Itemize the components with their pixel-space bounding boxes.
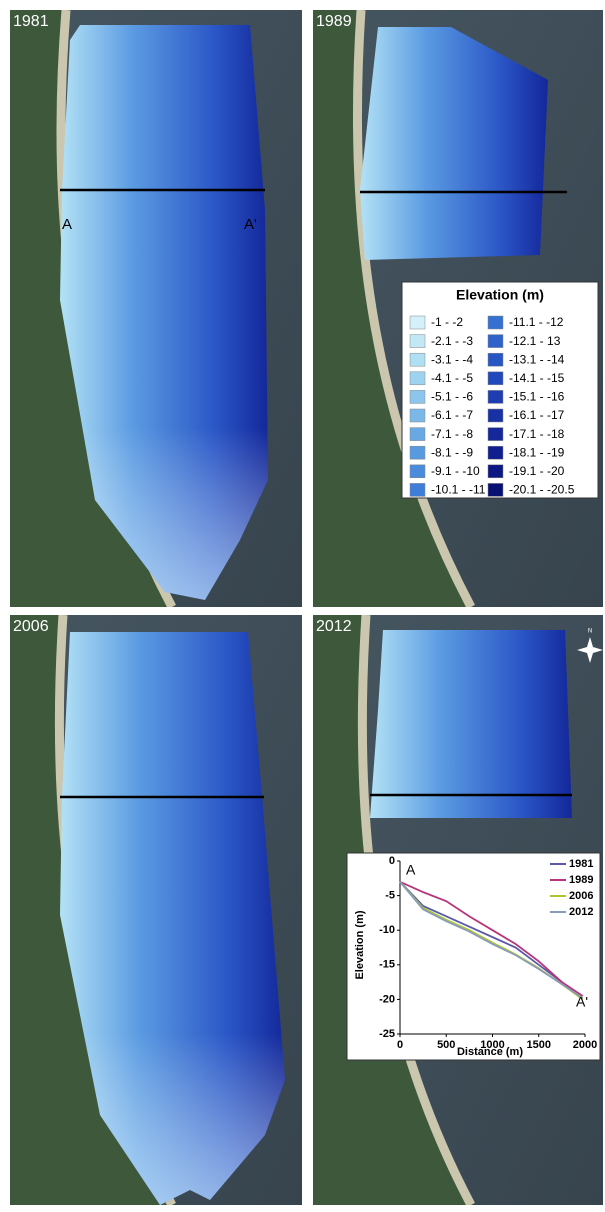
legend-label: 1989	[569, 874, 593, 886]
legend-swatch	[488, 335, 503, 348]
y-tick-label: 0	[389, 855, 395, 867]
legend-label: -13.1 - -14	[509, 352, 565, 366]
legend-swatch	[488, 409, 503, 422]
legend-swatch	[410, 353, 425, 366]
profile-label: A'	[244, 216, 257, 233]
legend-swatch	[410, 446, 425, 459]
legend-label: -20.1 - -20.5	[509, 483, 575, 497]
legend-label: -14.1 - -15	[509, 371, 565, 385]
legend-label: -6.1 - -7	[431, 408, 473, 422]
legend-label: -8.1 - -9	[431, 445, 473, 459]
y-axis-label: Elevation (m)	[354, 910, 366, 979]
legend-label: -11.1 - -12	[509, 315, 564, 329]
y-tick-label: -20	[379, 993, 395, 1005]
legend-swatch	[488, 316, 503, 329]
profile-label: A	[62, 216, 72, 233]
legend-label: -19.1 - -20	[509, 464, 565, 478]
legend-label: -12.1 - 13	[509, 334, 561, 348]
y-tick-label: -15	[379, 959, 395, 971]
legend-label: 2006	[569, 890, 593, 902]
y-tick-label: -25	[379, 1028, 395, 1040]
legend-label: -5.1 - -6	[431, 390, 473, 404]
legend-label: 1981	[569, 858, 593, 870]
year-label: 2006	[13, 618, 49, 635]
y-tick-label: -10	[379, 924, 395, 936]
legend-label: -9.1 - -10	[431, 464, 480, 478]
year-label: 2012	[316, 618, 352, 635]
legend-label: -10.1 - -11	[431, 483, 486, 497]
legend-label: -4.1 - -5	[431, 371, 473, 385]
legend-swatch	[410, 483, 425, 496]
legend-swatch	[488, 390, 503, 403]
year-label: 1989	[316, 13, 352, 30]
legend-swatch	[410, 316, 425, 329]
x-tick-label: 2000	[573, 1039, 597, 1051]
x-tick-label: 1500	[527, 1039, 551, 1051]
x-tick-label: 1000	[480, 1039, 504, 1051]
legend-label: -15.1 - -16	[509, 390, 565, 404]
legend-swatch	[410, 428, 425, 441]
x-tick-label: 0	[397, 1039, 403, 1051]
legend-swatch	[488, 372, 503, 385]
legend-label: -2.1 - -3	[431, 334, 473, 348]
legend-swatch	[410, 390, 425, 403]
legend-label: -18.1 - -19	[509, 445, 565, 459]
legend-swatch	[488, 483, 503, 496]
figure: 1981 A A' 1989 2006 2012 N Elevation (m)…	[0, 0, 605, 1207]
legend-swatch	[488, 465, 503, 478]
map-panel: 2006	[10, 615, 302, 1205]
legend-swatch	[410, 465, 425, 478]
y-tick-label: -5	[385, 890, 395, 902]
legend-swatch	[410, 335, 425, 348]
legend-label: -16.1 - -17	[509, 408, 565, 422]
legend-label: -1 - -2	[431, 315, 463, 329]
legend-swatch	[488, 428, 503, 441]
legend-swatch	[488, 353, 503, 366]
year-label: 1981	[13, 13, 49, 30]
annotation: A	[406, 862, 416, 878]
legend-label: 2012	[569, 906, 593, 918]
x-tick-label: 500	[437, 1039, 455, 1051]
legend-swatch	[410, 372, 425, 385]
legend-label: -3.1 - -4	[431, 352, 473, 366]
compass-label: N	[588, 629, 592, 635]
legend-title: Elevation (m)	[456, 287, 544, 303]
map-panel: 1981 A A'	[10, 10, 302, 607]
legend-label: -17.1 - -18	[509, 427, 565, 441]
legend-swatch	[488, 446, 503, 459]
annotation: A'	[576, 994, 588, 1010]
legend-swatch	[410, 409, 425, 422]
legend-label: -7.1 - -8	[431, 427, 473, 441]
